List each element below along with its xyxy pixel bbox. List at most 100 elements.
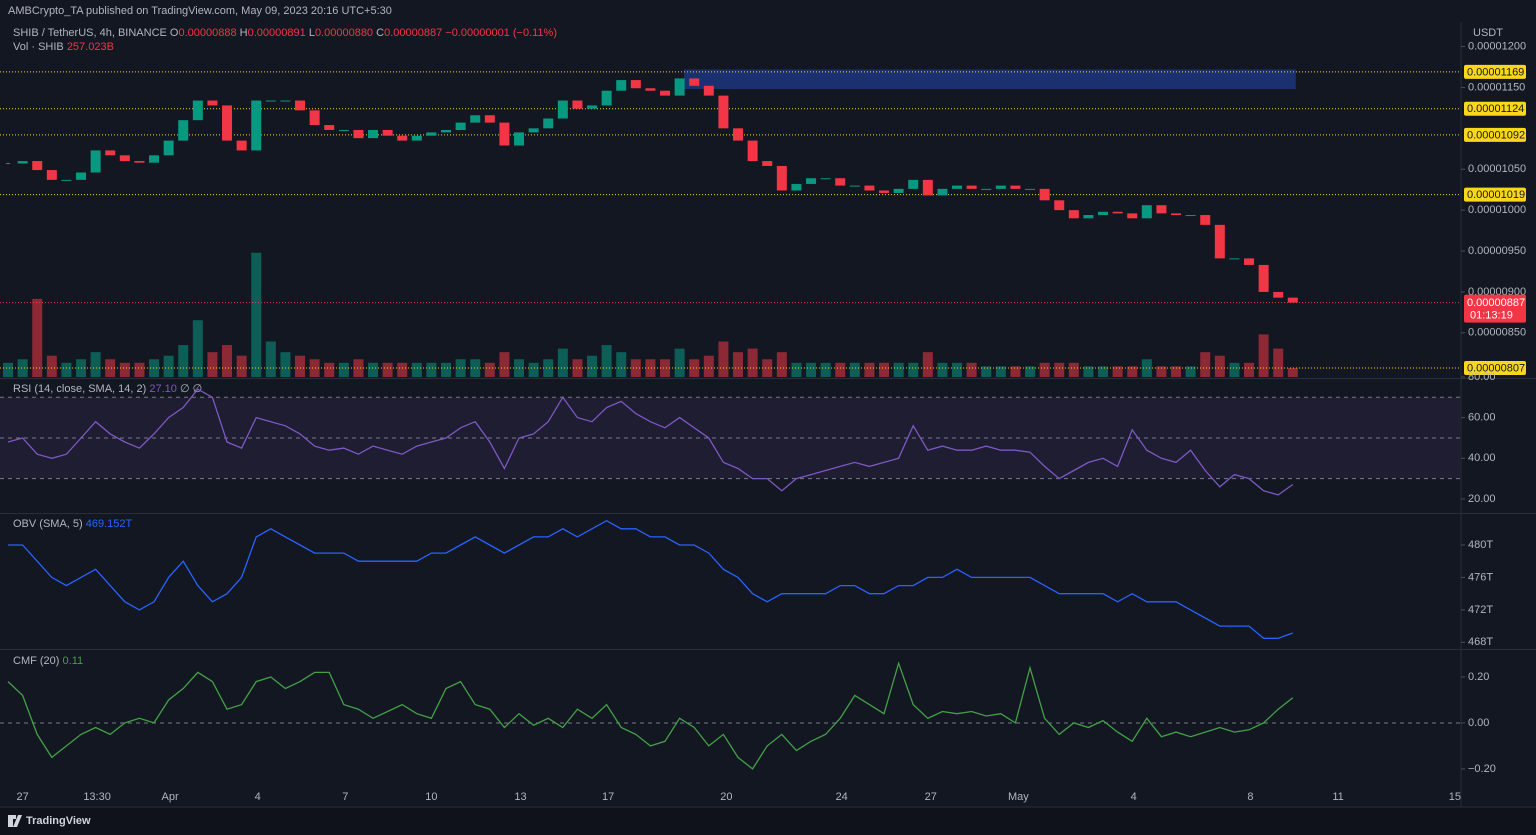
x-tick-label: 7 (342, 791, 348, 803)
volume-bar (1010, 366, 1021, 377)
volume-bar (484, 362, 495, 377)
y-tick-label: 80.00 (1468, 371, 1496, 383)
volume-bar (776, 352, 787, 377)
volume-bar (265, 341, 276, 377)
volume-bar (572, 359, 583, 377)
candle (1068, 210, 1079, 219)
change: −0.00000001 (−0.11%) (445, 27, 557, 39)
obv-value: 469.152T (86, 518, 133, 530)
candle (572, 100, 583, 109)
volume-bar (952, 362, 963, 377)
volume-bar (966, 362, 977, 377)
candle (105, 150, 116, 156)
volume-bar (3, 362, 14, 377)
volume-bar (368, 362, 379, 377)
candle (995, 185, 1006, 189)
candle (1200, 215, 1211, 225)
volume-bar (937, 362, 948, 377)
volume-bar (1171, 366, 1182, 377)
x-tick-label: May (1008, 791, 1029, 803)
volume-bar (324, 362, 335, 377)
indicator-line (7, 388, 1294, 496)
volume-bar (543, 359, 554, 377)
y-tick-label: 480T (1468, 539, 1493, 551)
rsi-name: RSI (14, close, SMA, 14, 2) (13, 383, 146, 395)
volume-bar (660, 359, 671, 377)
volume-bar (280, 352, 291, 377)
supply-zone (684, 69, 1296, 90)
x-tick-label: 17 (602, 791, 614, 803)
volume-bar (382, 362, 393, 377)
candle (718, 95, 729, 129)
volume-bar (981, 366, 992, 377)
x-tick-label: 27 (925, 791, 937, 803)
level-label: 0.00001019 (1467, 189, 1525, 201)
volume-bar (222, 345, 233, 377)
candle (1185, 215, 1196, 217)
candle (937, 188, 948, 196)
unit-label: USDT (1473, 27, 1503, 39)
rsi-value: 27.10 (149, 383, 177, 395)
candle (674, 78, 685, 96)
y-tick-label: 476T (1468, 571, 1493, 583)
x-tick-label: Apr (162, 791, 179, 803)
y-tick-label: 468T (1468, 636, 1493, 648)
volume-bar (309, 359, 320, 377)
candle (1010, 185, 1021, 189)
volume-bar (674, 348, 685, 377)
last-price-label: 0.00000887 (1467, 297, 1525, 309)
y-tick-label: 0.00001150 (1468, 81, 1525, 93)
candle (163, 140, 174, 156)
volume-bar (499, 352, 510, 377)
footer-bar (0, 807, 1536, 835)
candle (265, 100, 276, 102)
ohlc-label: H (240, 27, 248, 39)
candle (762, 161, 773, 166)
volume-bar (1112, 366, 1123, 377)
volume-bar (1185, 366, 1196, 377)
x-tick-label: 11 (1332, 791, 1343, 803)
obv-legend: OBV (SMA, 5) 469.152T (13, 518, 133, 530)
footer-logo (8, 815, 22, 827)
candle (908, 179, 919, 189)
volume-bar (236, 355, 247, 377)
volume-bar (995, 366, 1006, 377)
x-tick-label: 15 (1449, 791, 1461, 803)
y-tick-label: 0.00000950 (1468, 245, 1526, 257)
volume-bar (864, 362, 875, 377)
volume-bar (718, 341, 729, 377)
volume-bar (353, 359, 364, 377)
volume-bar (178, 345, 189, 377)
volume-bar (762, 359, 773, 377)
candle (338, 129, 349, 131)
volume-legend: Vol · SHIB 257.023B (13, 41, 114, 53)
candle (470, 115, 481, 123)
volume-bar (820, 362, 831, 377)
x-tick-label: 10 (425, 791, 437, 803)
volume-bar (922, 352, 933, 377)
volume-bar (1273, 348, 1284, 377)
candle (820, 178, 831, 180)
x-tick-label: 27 (17, 791, 29, 803)
volume-bar (703, 355, 714, 377)
volume-bar (835, 362, 846, 377)
candle (134, 161, 145, 163)
volume-bar (908, 362, 919, 377)
candle (426, 132, 437, 136)
candle (835, 178, 846, 186)
volume-bar (119, 362, 130, 377)
volume-bar (1214, 355, 1225, 377)
cmf-name: CMF (20) (13, 655, 59, 667)
candle (397, 135, 408, 141)
x-tick-label: 4 (1131, 791, 1137, 803)
candle (46, 170, 57, 180)
candle (587, 105, 598, 109)
candle (368, 129, 379, 139)
y-tick-label: −0.20 (1468, 763, 1496, 775)
level-label: 0.00001169 (1467, 66, 1524, 78)
candle (192, 100, 203, 121)
volume-bar (397, 362, 408, 377)
level-badge (1464, 64, 1526, 79)
x-tick-label: 13 (514, 791, 526, 803)
y-tick-label: 0.20 (1468, 671, 1489, 683)
